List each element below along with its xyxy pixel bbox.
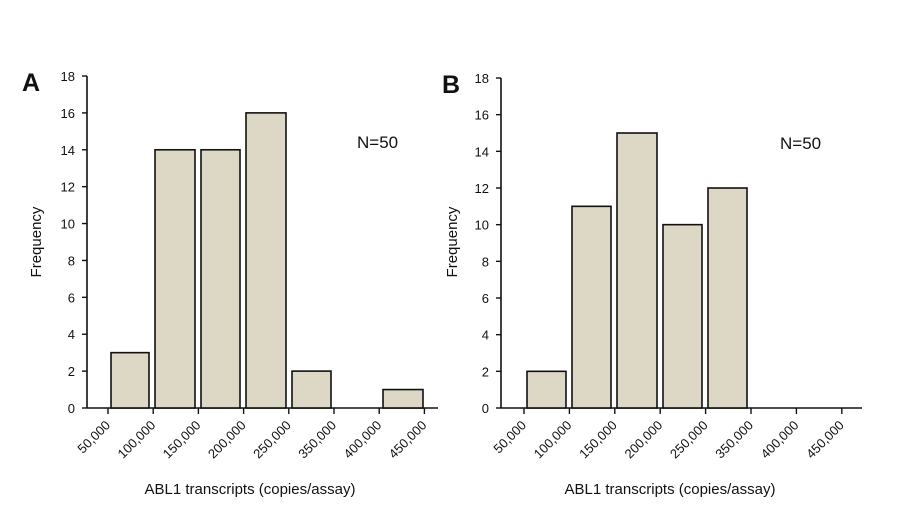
panel-a-x-tick-label: 50,000: [74, 418, 113, 457]
panel-b-sample-size: N=50: [780, 134, 821, 153]
panel-b-x-tick-label: 250,000: [667, 418, 711, 462]
panel-b-y-tick-label: 10: [475, 218, 489, 233]
panel-a-y-tick-label: 2: [68, 364, 75, 379]
panel-b-bar: [526, 370, 567, 409]
panel-a-bar: [291, 370, 332, 409]
panel-a-bar: [200, 148, 241, 409]
panel-b-y-tick-label: 4: [482, 328, 489, 343]
panel-b-y-tick-label: 18: [475, 71, 489, 86]
panel-a-x-tick-label: 250,000: [250, 418, 294, 462]
panel-a-x-tick-label: 150,000: [160, 418, 204, 462]
panel-b-y-tick-label: 0: [482, 401, 489, 416]
panel-a-y-tick-label: 12: [61, 180, 75, 195]
panel-a-y-tick-label: 10: [61, 217, 75, 232]
panel-a-y-tick-label: 4: [68, 327, 75, 342]
panel-b-y-tick-label: 8: [482, 254, 489, 269]
panel-b-x-tick-label: 100,000: [531, 418, 575, 462]
panel-b-bar: [662, 223, 703, 409]
panel-a-y-tick-label: 8: [68, 253, 75, 268]
panel-b-y-tick-label: 2: [482, 364, 489, 379]
panel-a-x-tick-label: 450,000: [386, 418, 430, 462]
panel-a-y-axis-title: Frequency: [28, 206, 45, 277]
panel-b-x-tick-label: 400,000: [758, 418, 802, 462]
panel-b-x-axis-title: ABL1 transcripts (copies/assay): [565, 481, 776, 498]
panel-a-x-tick-label: 350,000: [295, 418, 339, 462]
panel-a-letter: A: [22, 69, 40, 97]
panel-b-bar: [616, 132, 658, 409]
panel-a-y-tick-label: 18: [61, 69, 75, 84]
panel-a: A N=50 ABL1 transcripts (copies/assay) F…: [22, 69, 438, 498]
panel-a-x-axis-title: ABL1 transcripts (copies/assay): [145, 481, 356, 498]
panel-a-plot-area: 0 2 4 6 8 10 12 14 16 18 50,000 100,000 150,000 200,0…: [61, 69, 438, 461]
panel-a-y-tick-label: 14: [61, 143, 75, 158]
panel-b-x-tick-label: 350,000: [712, 418, 756, 462]
panel-a-y-tick-label: 6: [68, 290, 75, 305]
panel-b-bar: [707, 187, 748, 409]
panel-a-bar: [382, 388, 424, 409]
panel-b-x-tick-label: 450,000: [803, 418, 847, 462]
panel-b-x-tick-label: 50,000: [490, 418, 529, 457]
panel-b-y-axis-title: Frequency: [444, 206, 461, 277]
panel-a-bar: [154, 148, 196, 409]
panel-b-y-tick-label: 16: [475, 108, 489, 123]
panel-b: B N=50 ABL1 transcripts (copies/assay) F…: [442, 71, 862, 498]
panel-a-sample-size: N=50: [357, 133, 398, 152]
panel-a-y-tick-label: 16: [61, 106, 75, 121]
panel-b-plot-area: 0 2 4 6 8 10 12 14 16 18 50,000 100,000 150,000 200,0…: [475, 71, 862, 461]
panel-a-x-tick-label: 400,000: [340, 418, 384, 462]
panel-b-y-tick-label: 6: [482, 291, 489, 306]
panel-b-bar: [571, 205, 612, 409]
panel-b-y-tick-label: 14: [475, 144, 489, 159]
panel-b-x-tick-label: 200,000: [621, 418, 665, 462]
panel-a-x-tick-label: 200,000: [205, 418, 249, 462]
panel-a-y-tick-label: 0: [68, 401, 75, 416]
panel-b-y-tick-label: 12: [475, 181, 489, 196]
panel-b-x-tick-label: 150,000: [576, 418, 620, 462]
panel-a-x-tick-label: 100,000: [114, 418, 158, 462]
panel-b-letter: B: [442, 71, 460, 99]
panel-a-bar: [245, 112, 287, 409]
panel-a-bar: [110, 351, 150, 409]
